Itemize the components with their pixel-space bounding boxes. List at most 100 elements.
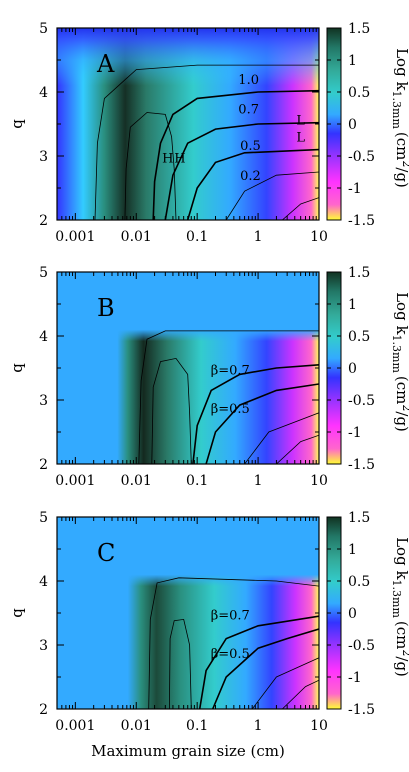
contour-label: 0.7 bbox=[238, 102, 259, 117]
colorbar-label-unit: (cm bbox=[393, 621, 409, 649]
x-tick-label: 0.01 bbox=[121, 473, 152, 489]
y-tick-label: 4 bbox=[39, 329, 48, 345]
y-axis-label: q bbox=[8, 119, 26, 129]
contour-line-5 bbox=[186, 148, 319, 220]
y-tick-label: 3 bbox=[39, 149, 48, 165]
contour-label: H bbox=[162, 152, 173, 167]
colorbar-label-end: /g) bbox=[393, 656, 409, 677]
contour-label: β=0.5 bbox=[211, 647, 250, 662]
colorbar-tick-label: -1 bbox=[348, 181, 362, 197]
colorbar-label-subscript: 1.3mm bbox=[390, 335, 403, 374]
colorbar-label-subscript: 1.3mm bbox=[390, 91, 403, 130]
contour-line-4 bbox=[164, 121, 319, 220]
panel-c: β=0.7β=0.5C0.001 0.01 0.1 1 102345q-1.5-1-0.… bbox=[8, 510, 409, 734]
x-tick-label: 0.1 bbox=[186, 718, 208, 734]
contour-line-6 bbox=[276, 434, 319, 464]
colorbar-label: Log k1.3mm (cm2/g) bbox=[390, 292, 409, 432]
x-tick-label: 10 bbox=[310, 229, 328, 245]
y-tick-label: 2 bbox=[39, 213, 48, 229]
contour-line-3 bbox=[198, 615, 319, 709]
contour-line-3 bbox=[152, 89, 319, 220]
colorbar-label-superscript: 2 bbox=[400, 649, 409, 656]
colorbar-tick-label: 0.5 bbox=[348, 574, 370, 590]
y-tick-label: 3 bbox=[39, 638, 48, 654]
x-tick-label: 1 bbox=[254, 229, 263, 245]
colorbar-label-end: /g) bbox=[393, 411, 409, 432]
x-axis-label: Maximum grain size (cm) bbox=[91, 742, 285, 760]
x-tick-label: 1 bbox=[254, 718, 263, 734]
colorbar-tick-label: 0 bbox=[348, 117, 357, 133]
contour-line-5 bbox=[251, 657, 319, 709]
colorbar-tick-label: -1 bbox=[348, 670, 362, 686]
contour-line-6 bbox=[282, 679, 319, 709]
contour-line-2 bbox=[124, 112, 177, 220]
contour-label: H bbox=[174, 152, 185, 167]
y-axis-label: q bbox=[8, 363, 26, 373]
contour-label: 0.2 bbox=[240, 169, 261, 184]
contour-lines bbox=[94, 64, 319, 220]
contour-label: β=0.7 bbox=[211, 364, 250, 379]
contour-line-5 bbox=[244, 412, 319, 464]
y-tick-label: 5 bbox=[39, 265, 48, 281]
colorbar-label: Log k1.3mm (cm2/g) bbox=[390, 48, 409, 188]
contour-label: β=0.7 bbox=[211, 609, 250, 624]
contour-label: 1.0 bbox=[238, 73, 259, 88]
colorbar-label-main: Log k bbox=[393, 292, 409, 335]
y-tick-label: 5 bbox=[39, 510, 48, 526]
x-tick-label: 10 bbox=[310, 718, 328, 734]
colorbar-label-main: Log k bbox=[393, 48, 409, 91]
contour-label: L bbox=[296, 113, 305, 128]
colorbar-label-subscript: 1.3mm bbox=[390, 580, 403, 619]
y-axis-label: q bbox=[8, 608, 26, 618]
colorbar-tick-label: -1.5 bbox=[348, 702, 375, 718]
contour-line-2 bbox=[169, 618, 192, 709]
colorbar-tick-label: 0 bbox=[348, 361, 357, 377]
contour-label: 0.5 bbox=[240, 139, 261, 154]
y-tick-label: 3 bbox=[39, 393, 48, 409]
colorbar-tick-label: -1.5 bbox=[348, 213, 375, 229]
colorbar-tick-label: -0.5 bbox=[348, 638, 375, 654]
x-tick-label: 1 bbox=[254, 473, 263, 489]
contour-line-7 bbox=[282, 197, 319, 220]
panel-label: A bbox=[96, 50, 115, 78]
y-tick-label: 5 bbox=[39, 21, 48, 37]
x-tick-label: 0.001 bbox=[55, 473, 95, 489]
panel-b: β=0.7β=0.5B0.001 0.01 0.1 1 102345q-1.5-1-0.… bbox=[8, 265, 409, 489]
contour-line-6 bbox=[225, 171, 319, 220]
colorbar-label: Log k1.3mm (cm2/g) bbox=[390, 537, 409, 677]
panel-label: B bbox=[97, 294, 115, 322]
colorbar-label-unit: (cm bbox=[393, 132, 409, 160]
contour-line-3 bbox=[192, 364, 319, 464]
contour-lines bbox=[138, 330, 319, 464]
heatmap-top-shading bbox=[57, 517, 319, 709]
x-tick-label: 0.001 bbox=[55, 229, 95, 245]
colorbar-tick-label: -1.5 bbox=[348, 457, 375, 473]
colorbar-tick-label: -0.5 bbox=[348, 393, 375, 409]
colorbar-tick-label: 1 bbox=[348, 542, 357, 558]
contour-line-1 bbox=[138, 330, 319, 464]
x-tick-label: 0.001 bbox=[55, 718, 95, 734]
colorbar-label-superscript: 2 bbox=[400, 404, 409, 411]
colorbar-tick-label: -0.5 bbox=[348, 149, 375, 165]
colorbar-tick-label: 1.5 bbox=[348, 21, 370, 37]
panel-label: C bbox=[97, 539, 115, 567]
contour-label: L bbox=[296, 131, 305, 146]
contour-line-4 bbox=[205, 383, 319, 464]
y-tick-label: 4 bbox=[39, 85, 48, 101]
colorbar-label-unit: (cm bbox=[393, 376, 409, 404]
contour-line-2 bbox=[151, 357, 192, 464]
colorbar-label-main: Log k bbox=[393, 537, 409, 580]
colorbar-tick-label: 1.5 bbox=[348, 265, 370, 281]
contour-line-1 bbox=[94, 64, 319, 220]
x-tick-label: 0.1 bbox=[186, 229, 208, 245]
contour-lines bbox=[148, 577, 319, 709]
x-tick-label: 0.01 bbox=[121, 718, 152, 734]
x-tick-label: 10 bbox=[310, 473, 328, 489]
colorbar-tick-label: 0.5 bbox=[348, 85, 370, 101]
colorbar-label-end: /g) bbox=[393, 167, 409, 188]
colorbar-tick-label: -1 bbox=[348, 425, 362, 441]
colorbar-label-superscript: 2 bbox=[400, 160, 409, 167]
colorbar-tick-label: 1.5 bbox=[348, 510, 370, 526]
